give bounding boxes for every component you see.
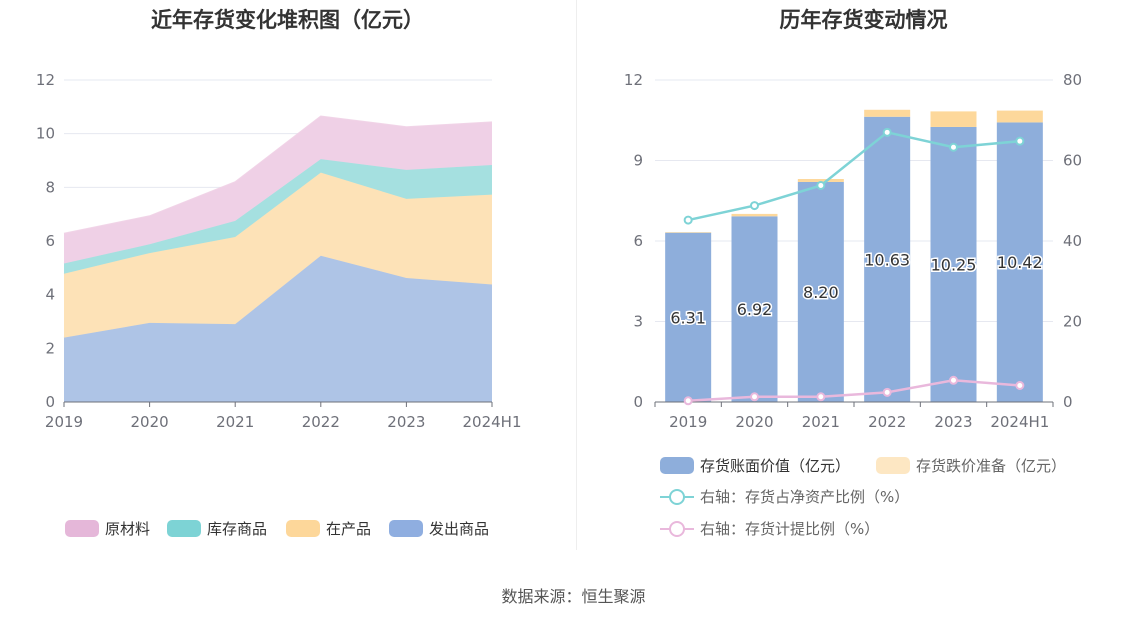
right-left-y-tick-label: 6: [633, 232, 643, 250]
right-x-tick-label: 2023: [934, 413, 972, 431]
ratio-point-1: [1015, 380, 1025, 390]
right-x-tick-label: 2019: [669, 413, 707, 431]
right-right-y-tick-label: 60: [1063, 152, 1082, 170]
ratio-point-0: [750, 201, 759, 211]
left-y-tick-label: 2: [45, 339, 55, 357]
right-left-y-tick-label: 9: [633, 152, 643, 170]
ratio-point-0: [683, 215, 693, 225]
ratio-point-1: [949, 375, 958, 385]
left-x-tick-label: 2023: [387, 413, 425, 431]
inventory-value-bar: [864, 116, 911, 403]
ratio-point-0: [882, 127, 892, 137]
area-series-edge-3: [63, 115, 493, 235]
left-legend-label: 库存商品: [207, 520, 267, 538]
inventory-value-bar: [996, 122, 1043, 402]
area-series-2: [64, 159, 492, 274]
area-series-0: [64, 255, 492, 402]
ratio-line-0: [687, 130, 1020, 222]
impairment-reserve-bar: [797, 179, 844, 182]
right-left-y-tick-label: 0: [633, 393, 643, 411]
inventory-value-label: 10.25: [931, 255, 977, 274]
right-legend-label: 存货账面价值（亿元）: [700, 457, 850, 475]
ratio-point-1: [816, 392, 826, 402]
left-y-tick-label: 8: [45, 178, 55, 196]
left-x-tick-label: 2019: [45, 413, 83, 431]
right-legend-marker: [669, 521, 685, 537]
right-legend-swatch: [876, 457, 910, 474]
right-legend-label: 右轴：存货计提比例（%）: [700, 520, 879, 538]
left-chart-title: 近年存货变化堆积图（亿元）: [151, 8, 424, 32]
right-x-tick-label: 2024H1: [990, 413, 1049, 431]
inventory-value-bar: [930, 126, 977, 402]
right-right-y-tick-label: 0: [1063, 393, 1073, 411]
right-left-y-tick-label: 12: [624, 71, 643, 89]
right-x-tick-label: 2022: [868, 413, 906, 431]
left-legend-label: 原材料: [105, 520, 150, 538]
inventory-value-bar: [797, 181, 844, 402]
right-legend-marker: [669, 489, 685, 505]
left-x-tick-label: 2021: [216, 413, 254, 431]
ratio-point-0: [1015, 136, 1025, 146]
area-series-1: [64, 172, 492, 338]
right-legend-label: 存货跌价准备（亿元）: [916, 457, 1066, 475]
ratio-point-0: [949, 142, 958, 152]
impairment-reserve-bar: [731, 213, 778, 217]
impairment-reserve-bar: [996, 110, 1043, 123]
right-x-tick-label: 2020: [735, 413, 773, 431]
right-legend-label: 右轴：存货占净资产比例（%）: [700, 488, 909, 506]
ratio-point-1: [882, 387, 892, 397]
left-y-tick-label: 12: [36, 71, 55, 89]
left-y-tick-label: 6: [45, 232, 55, 250]
inventory-value-label: 10.63: [864, 250, 910, 269]
left-legend-swatch: [167, 520, 201, 537]
inventory-value-label: 6.92: [737, 300, 773, 319]
right-right-y-tick-label: 80: [1063, 71, 1082, 89]
left-y-tick-label: 10: [36, 125, 55, 143]
impairment-reserve-bar: [665, 232, 712, 233]
right-x-tick-label: 2021: [802, 413, 840, 431]
inventory-value-label: 10.42: [997, 253, 1043, 272]
inventory-value-bar: [665, 232, 712, 402]
right-right-y-tick-label: 20: [1063, 313, 1082, 331]
impairment-reserve-bar: [930, 111, 977, 127]
panel-divider: [576, 0, 577, 550]
inventory-value-label: 6.31: [670, 308, 706, 327]
ratio-line-1: [688, 379, 1020, 403]
left-y-tick-label: 0: [45, 393, 55, 411]
area-series-3: [64, 116, 492, 264]
right-right-y-tick-label: 40: [1063, 232, 1082, 250]
ratio-point-1: [750, 392, 759, 402]
ratio-point-0: [816, 180, 826, 190]
left-legend-swatch: [65, 520, 99, 537]
left-legend-label: 在产品: [326, 520, 371, 538]
data-source-note: 数据来源：恒生聚源: [501, 587, 646, 606]
left-x-tick-label: 2024H1: [463, 413, 522, 431]
left-legend-swatch: [389, 520, 423, 537]
left-x-tick-label: 2020: [131, 413, 169, 431]
left-x-tick-label: 2022: [302, 413, 340, 431]
inventory-value-label: 8.20: [803, 283, 839, 302]
right-legend-swatch: [660, 457, 694, 474]
left-legend-swatch: [286, 520, 320, 537]
right-chart-title: 历年存货变动情况: [779, 8, 948, 32]
ratio-point-1: [683, 396, 693, 406]
left-legend-label: 发出商品: [429, 520, 489, 538]
right-left-y-tick-label: 3: [633, 313, 643, 331]
inventory-value-bar: [731, 216, 778, 402]
impairment-reserve-bar: [864, 109, 911, 117]
left-y-tick-label: 4: [45, 286, 55, 304]
